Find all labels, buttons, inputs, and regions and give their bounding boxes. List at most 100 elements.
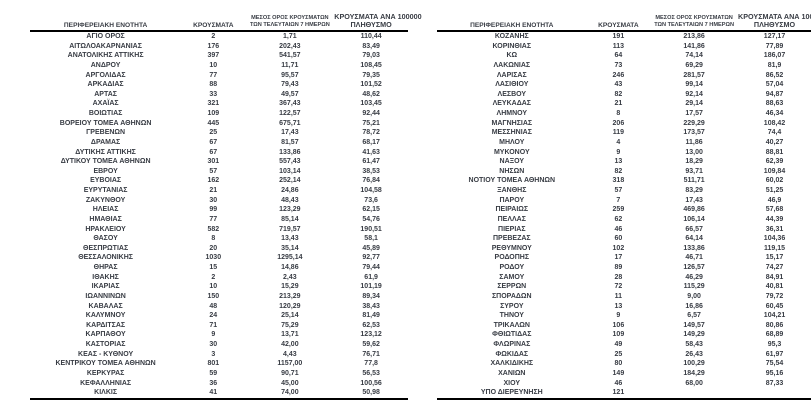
per100k-cell: 75,54 [765, 360, 784, 368]
table-row: ΑΧΑΪΑΣ 321 367,43 103,45 [30, 99, 408, 109]
cases-cell: 109 [612, 331, 625, 339]
table-row: ΠΕΛΛΑΣ 62 106,14 44,39 [437, 215, 811, 225]
per100k-cell: 57,68 [765, 206, 784, 214]
avg7-cell: 6,57 [687, 312, 701, 320]
avg7-cell: 4,43 [283, 350, 297, 358]
table-row: ΡΕΘΥΜΝΟΥ 102 133,86 119,15 [437, 244, 811, 254]
avg7-cell: 79,43 [281, 81, 299, 89]
cases-cell: 246 [612, 71, 625, 79]
table-row: ΛΑΡΙΣΑΣ 246 281,57 86,52 [437, 71, 811, 81]
table-row: ΑΙΤΩΛΟΑΚΑΡΝΑΝΙΑΣ 176 202,43 83,49 [30, 42, 408, 52]
column-header-region: ΠΕΡΙΦΕΡΕΙΑΚΗ ΕΝΟΤΗΤΑ [470, 21, 554, 29]
cases-cell: 67 [209, 138, 218, 146]
cases-cell: 176 [207, 42, 220, 50]
table-row: ΘΕΣΠΡΩΤΙΑΣ 20 35,14 45,89 [30, 244, 408, 254]
region-cell: ΚΟΖΑΝΗΣ [494, 33, 529, 40]
cases-cell: 88 [209, 81, 218, 89]
per100k-cell: 78,72 [362, 129, 380, 137]
region-cell: ΦΛΩΡΙΝΑΣ [493, 341, 531, 348]
per100k-cell: 40,27 [765, 138, 784, 146]
table-row: ΗΛΕΙΑΣ 99 123,29 62,15 [30, 205, 408, 215]
cases-cell: 1030 [205, 254, 222, 262]
cases-cell: 9 [616, 148, 621, 156]
region-cell: ΠΕΛΛΑΣ [497, 215, 526, 223]
avg7-cell: 103,14 [279, 167, 301, 175]
per100k-cell: 58,1 [364, 235, 378, 243]
column-header-region: ΠΕΡΙΦΕΡΕΙΑΚΗ ΕΝΟΤΗΤΑ [63, 21, 148, 29]
per100k-cell: 92,77 [362, 254, 380, 262]
avg7-cell: 511,71 [683, 177, 705, 185]
avg7-cell: 1,71 [283, 33, 297, 40]
cases-cell: 9 [616, 312, 621, 320]
per100k-cell: 76,71 [362, 350, 380, 358]
region-cell: ΑΡΓΟΛΙΔΑΣ [85, 71, 126, 79]
avg7-cell: 133,86 [683, 244, 705, 252]
region-cell: ΦΩΚΙΔΑΣ [495, 350, 529, 358]
table-row: ΕΒΡΟΥ 57 103,14 38,53 [30, 167, 408, 177]
per100k-cell: 88,63 [765, 100, 784, 108]
avg7-cell: 95,57 [281, 71, 299, 79]
avg7-cell: 81,57 [281, 138, 299, 146]
column-header-cases: ΚΡΟΥΣΜΑΤΑ [598, 21, 639, 29]
per100k-cell: 81,9 [767, 61, 782, 69]
table-row: ΚΟΖΑΝΗΣ 191 213,86 127,17 [437, 32, 811, 42]
avg7-cell: 46,29 [685, 273, 703, 281]
avg7-cell: 115,29 [683, 283, 705, 291]
cases-cell: 4 [616, 138, 621, 146]
region-cell: ΒΟΙΩΤΙΑΣ [88, 110, 123, 117]
region-cell: ΚΑΒΑΛΑΣ [88, 302, 123, 310]
cases-cell: 109 [207, 110, 220, 117]
cases-cell: 77 [209, 215, 218, 223]
avg7-cell: 9,00 [687, 292, 701, 300]
column-header-per100k-line2: ΠΛΗΘΥΣΜΟ [753, 19, 796, 29]
per100k-cell: 104,21 [763, 312, 786, 320]
cases-cell: 82 [614, 90, 623, 98]
cases-cell: 9 [211, 331, 216, 339]
table-row: ΘΕΣΣΑΛΟΝΙΚΗΣ 1030 1295,14 92,77 [30, 253, 408, 263]
table-row: ΜΥΚΟΝΟΥ 9 13,00 88,81 [437, 148, 811, 158]
per100k-cell: 61,47 [362, 158, 380, 166]
region-cell: ΜΑΓΝΗΣΙΑΣ [491, 119, 533, 127]
cases-cell: 3 [211, 350, 216, 358]
per100k-cell: 45,89 [362, 244, 380, 252]
per100k-cell: 92,44 [362, 110, 380, 117]
per100k-cell: 38,43 [362, 302, 380, 310]
avg7-cell: 11,86 [685, 138, 703, 146]
cases-cell: 20 [209, 244, 218, 252]
per100k-cell: 61,9 [364, 273, 378, 281]
region-cell: ΝΟΤΙΟΥ ΤΟΜΕΑ ΑΘΗΝΩΝ [468, 177, 556, 185]
region-cell: ΞΑΝΘΗΣ [497, 187, 527, 194]
avg7-cell: 252,14 [279, 177, 301, 185]
per100k-cell: 77,89 [765, 42, 784, 50]
table-row: ΑΡΚΑΔΙΑΣ 88 79,43 101,52 [30, 80, 408, 90]
table-row: ΚΑΡΠΑΘΟΥ 9 13,71 123,12 [30, 330, 408, 340]
cases-cell: 121 [612, 389, 625, 397]
table-row: ΝΗΣΩΝ 82 93,71 109,84 [437, 167, 811, 177]
per100k-cell: 75,21 [362, 119, 380, 127]
per100k-cell: 79,72 [765, 292, 784, 300]
column-header-avg7-line2: ΤΩΝ ΤΕΛΕΥΤΑΙΩΝ 7 ΗΜΕΡΩΝ [654, 22, 734, 29]
per100k-cell: 127,17 [763, 33, 786, 40]
region-cell: ΣΥΡΟΥ [500, 302, 524, 310]
per100k-cell: 104,36 [763, 235, 786, 243]
per100k-cell: 73,6 [364, 196, 378, 204]
region-cell: ΠΙΕΡΙΑΣ [498, 225, 526, 233]
region-cell: ΙΩΑΝΝΙΝΩΝ [85, 292, 126, 300]
per100k-cell: 50,98 [362, 389, 380, 397]
region-cell: ΕΥΒΟΙΑΣ [90, 177, 122, 185]
table-row: ΛΕΣΒΟΥ 82 92,14 94,87 [437, 90, 811, 100]
table-row: ΒΟΙΩΤΙΑΣ 109 122,57 92,44 [30, 109, 408, 119]
table-row: ΑΡΤΑΣ 33 49,57 48,62 [30, 90, 408, 100]
avg7-cell: 719,57 [279, 225, 301, 233]
region-cell: ΝΑΞΟΥ [499, 158, 525, 166]
table-row: ΥΠΟ ΔΙΕΡΕΥΝΗΣΗ 121 [437, 388, 811, 398]
region-cell: ΚΑΡΔΙΤΣΑΣ [86, 321, 126, 329]
avg7-cell: 133,86 [279, 148, 301, 156]
cases-cell: 106 [612, 321, 625, 329]
per100k-cell: 36,31 [765, 225, 784, 233]
region-cell: ΧΑΛΚΙΔΙΚΗΣ [490, 360, 534, 368]
per100k-cell: 101,19 [360, 283, 382, 291]
per100k-cell: 51,25 [765, 187, 784, 194]
cases-cell: 10 [209, 283, 218, 291]
table-row: ΘΑΣΟΥ 8 13,43 58,1 [30, 234, 408, 244]
